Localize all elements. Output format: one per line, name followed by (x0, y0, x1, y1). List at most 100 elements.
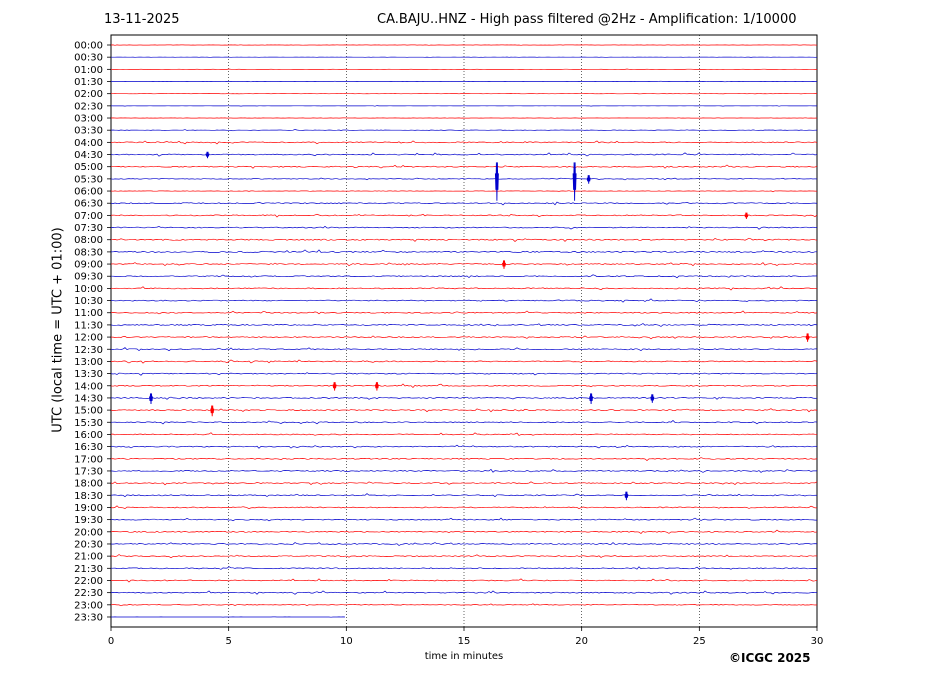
seismic-event (805, 333, 810, 342)
trace-12:00 (111, 335, 818, 340)
y-tick-label: 13:00 (74, 357, 103, 368)
trace-22:00 (111, 578, 818, 583)
y-tick-label: 05:00 (74, 162, 103, 173)
y-tick-label: 19:00 (74, 503, 103, 514)
trace-13:00 (111, 359, 818, 364)
trace-02:00 (111, 92, 817, 95)
trace-05:00 (111, 164, 818, 169)
y-tick-label: 01:00 (74, 65, 103, 76)
trace-11:30 (110, 323, 818, 327)
trace-06:00 (110, 190, 818, 193)
trace-09:30 (111, 274, 818, 279)
y-tick-label: 15:30 (74, 418, 103, 429)
x-tick-label: 10 (340, 636, 353, 647)
y-tick-label: 08:30 (74, 247, 103, 258)
seismic-event (374, 382, 379, 391)
y-tick-label: 23:00 (74, 600, 103, 611)
trace-07:00 (110, 213, 818, 218)
trace-14:30 (110, 396, 818, 400)
trace-11:00 (110, 310, 818, 315)
seismic-event (205, 151, 210, 159)
x-tick-label: 5 (225, 636, 231, 647)
trace-13:30 (110, 372, 818, 376)
trace-01:00 (110, 68, 817, 70)
y-tick-label: 00:30 (74, 53, 103, 64)
seismic-event (586, 175, 591, 184)
trace-01:30 (111, 80, 818, 83)
y-tick-label: 15:00 (74, 406, 103, 417)
trace-21:00 (110, 554, 818, 559)
y-tick-label: 06:00 (74, 187, 103, 198)
seismic-event (502, 260, 506, 269)
trace-18:00 (110, 481, 818, 486)
y-tick-label: 09:00 (74, 260, 103, 271)
y-tick-label: 18:00 (74, 479, 103, 490)
trace-00:00 (110, 44, 818, 46)
y-tick-label: 12:30 (74, 345, 103, 356)
seismic-event (624, 491, 629, 501)
x-tick-label: 30 (811, 636, 824, 647)
y-tick-label: 18:30 (74, 491, 103, 502)
y-tick-label: 03:30 (74, 126, 103, 137)
trace-21:30 (110, 566, 818, 570)
trace-16:00 (110, 432, 818, 436)
trace-14:00 (110, 383, 818, 388)
seismic-event (572, 162, 577, 201)
trace-17:30 (110, 468, 818, 473)
trace-08:00 (110, 237, 818, 242)
y-tick-label: 03:00 (74, 114, 103, 125)
y-tick-label: 01:30 (74, 77, 103, 88)
trace-09:00 (110, 262, 818, 267)
trace-03:00 (110, 117, 818, 119)
y-tick-label: 20:00 (74, 527, 103, 538)
seismic-event (332, 382, 337, 391)
y-tick-label: 22:30 (74, 588, 103, 599)
trace-10:00 (110, 286, 818, 291)
trace-15:00 (110, 408, 818, 413)
date-label: 13-11-2025 (104, 12, 180, 27)
y-tick-label: 02:00 (74, 89, 103, 100)
trace-22:30 (110, 590, 818, 595)
trace-05:30 (110, 177, 818, 181)
x-axis-label: time in minutes (424, 651, 504, 662)
y-tick-label: 08:00 (74, 235, 103, 246)
seismic-event (650, 394, 655, 403)
seismic-event (210, 405, 215, 417)
y-tick-label: 07:30 (74, 223, 103, 234)
y-tick-label: 11:30 (74, 320, 103, 331)
trace-15:30 (110, 420, 818, 425)
y-tick-label: 20:30 (74, 539, 103, 550)
y-tick-label: 21:30 (74, 564, 103, 575)
trace-20:00 (110, 529, 818, 534)
y-tick-label: 17:30 (74, 466, 103, 477)
trace-04:30 (110, 152, 818, 157)
y-tick-label: 04:00 (74, 138, 103, 149)
seismic-event (494, 162, 499, 201)
trace-12:30 (110, 347, 818, 352)
y-tick-label: 13:30 (74, 369, 103, 380)
trace-10:30 (110, 298, 818, 303)
y-tick-label: 12:00 (74, 333, 103, 344)
y-tick-label: 21:00 (74, 552, 103, 563)
y-tick-label: 04:30 (74, 150, 103, 161)
y-tick-label: 07:00 (74, 211, 103, 222)
trace-23:00 (110, 603, 818, 607)
plot-frame (110, 34, 818, 628)
x-tick-label: 0 (108, 636, 114, 647)
trace-20:30 (110, 542, 818, 546)
seismic-event (589, 393, 594, 405)
trace-16:30 (110, 444, 818, 449)
chart-title: CA.BAJU..HNZ - High pass filtered @2Hz -… (377, 12, 797, 27)
seismic-event (744, 212, 749, 220)
trace-07:30 (110, 225, 818, 230)
y-tick-label: 06:30 (74, 199, 103, 210)
y-tick-label: 22:00 (74, 576, 103, 587)
y-tick-label: 16:00 (74, 430, 103, 441)
trace-06:30 (110, 201, 818, 206)
y-tick-label: 19:30 (74, 515, 103, 526)
y-tick-label: 09:30 (74, 272, 103, 283)
y-tick-label: 10:00 (74, 284, 103, 295)
trace-03:30 (110, 129, 818, 132)
trace-19:00 (110, 505, 818, 509)
